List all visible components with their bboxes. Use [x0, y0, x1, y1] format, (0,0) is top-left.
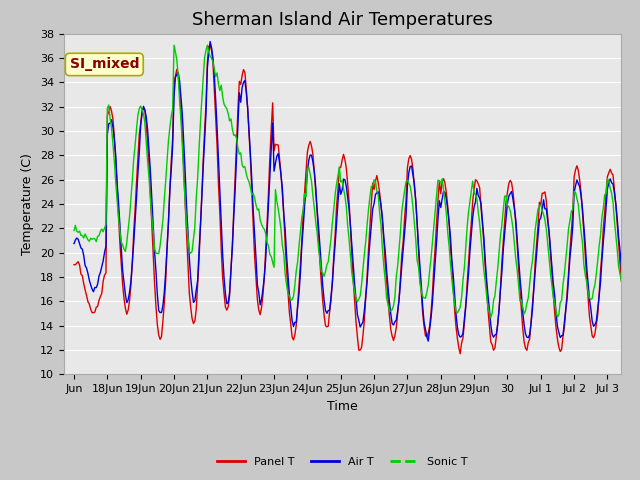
Air T	[469, 215, 477, 220]
Line: Air T: Air T	[74, 42, 623, 341]
Panel T	[609, 172, 617, 178]
Panel T	[106, 104, 114, 109]
Panel T	[271, 141, 279, 147]
Air T	[609, 181, 617, 187]
Air T	[540, 197, 547, 203]
Panel T	[540, 190, 547, 196]
Air T	[424, 338, 432, 344]
Sonic T	[70, 228, 78, 233]
Panel T	[258, 305, 266, 311]
Text: SI_mixed: SI_mixed	[70, 58, 139, 72]
Sonic T	[609, 200, 617, 205]
Panel T	[619, 292, 627, 298]
X-axis label: Time: Time	[327, 400, 358, 413]
Y-axis label: Temperature (C): Temperature (C)	[22, 153, 35, 255]
Sonic T	[540, 211, 547, 217]
Panel T	[469, 198, 477, 204]
Panel T	[70, 262, 78, 267]
Panel T	[456, 351, 464, 357]
Air T	[271, 160, 279, 166]
Sonic T	[487, 315, 495, 321]
Line: Sonic T: Sonic T	[74, 45, 623, 318]
Air T	[70, 240, 78, 246]
Panel T	[206, 43, 214, 48]
Line: Panel T: Panel T	[74, 46, 623, 354]
Air T	[106, 120, 114, 126]
Air T	[258, 297, 266, 302]
Sonic T	[619, 282, 627, 288]
Air T	[206, 39, 214, 45]
Sonic T	[204, 42, 211, 48]
Title: Sherman Island Air Temperatures: Sherman Island Air Temperatures	[192, 11, 493, 29]
Sonic T	[106, 116, 114, 121]
Legend: Panel T, Air T, Sonic T: Panel T, Air T, Sonic T	[213, 452, 472, 471]
Air T	[619, 276, 627, 282]
Sonic T	[271, 187, 279, 192]
Sonic T	[467, 188, 475, 193]
Sonic T	[258, 222, 266, 228]
